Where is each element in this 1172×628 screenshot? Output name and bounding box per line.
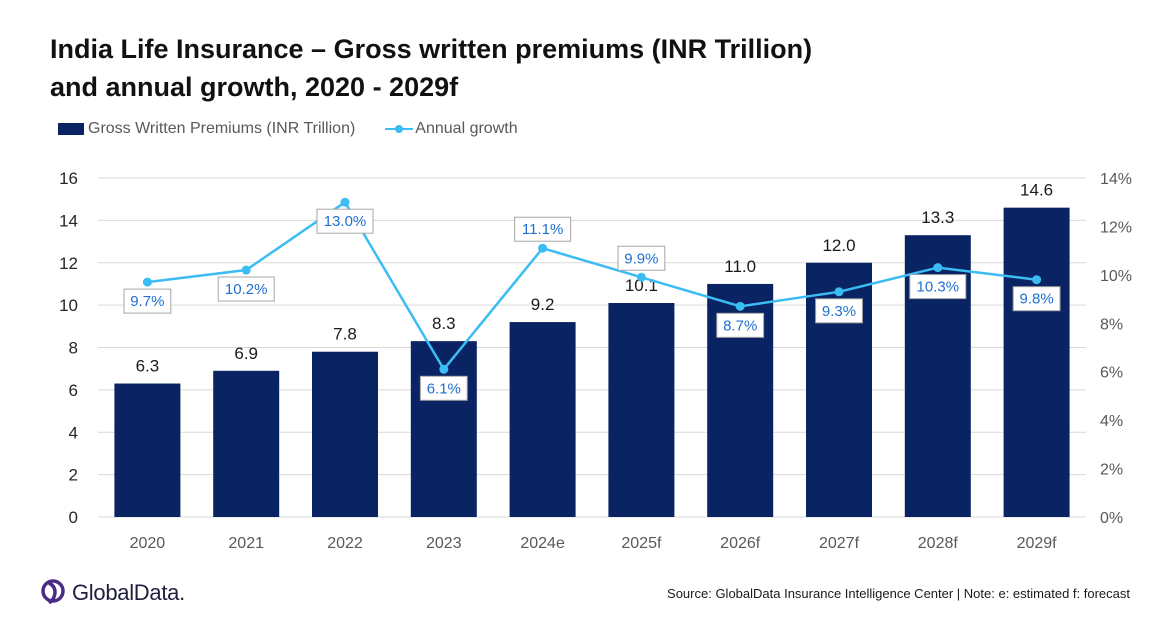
y-axis-tick-label: 2 — [69, 466, 78, 485]
bar-data-label: 11.0 — [724, 257, 756, 276]
growth-point — [340, 197, 350, 207]
x-axis-tick-label: 2021 — [228, 535, 264, 552]
growth-data-label: 11.1% — [522, 221, 563, 238]
bar — [1003, 207, 1070, 517]
growth-point — [933, 263, 943, 273]
growth-label-box — [716, 312, 765, 338]
y2-axis-tick-label: 14% — [1100, 171, 1132, 188]
bar — [509, 322, 576, 517]
growth-line — [147, 200, 1037, 372]
growth-label-box — [316, 208, 374, 234]
growth-data-label: 13.0% — [324, 213, 367, 230]
y-axis-tick-label: 6 — [69, 381, 78, 400]
growth-label-box — [123, 288, 172, 314]
legend-swatch-bar — [58, 123, 84, 135]
y-axis-tick-label: 4 — [69, 423, 78, 442]
growth-point — [241, 265, 251, 275]
source-note: Source: GlobalData Insurance Intelligenc… — [667, 586, 1130, 601]
x-axis-tick-label: 2028f — [918, 535, 959, 552]
growth-label-box — [617, 245, 666, 271]
growth-data-label: 9.8% — [1019, 291, 1053, 308]
growth-label-box — [1012, 286, 1061, 312]
growth-point — [735, 301, 745, 311]
x-axis-tick-label: 2020 — [130, 535, 166, 552]
growth-data-label: 6.1% — [427, 380, 461, 397]
bar-data-label: 14.6 — [1020, 181, 1053, 200]
x-axis-tick-label: 2027f — [819, 535, 860, 552]
bar — [213, 370, 280, 517]
growth-point — [142, 277, 152, 287]
growth-label-box — [815, 298, 863, 324]
chart-title-line-1: India Life Insurance – Gross written pre… — [50, 34, 813, 64]
x-axis-tick-label: 2023 — [426, 535, 462, 552]
growth-data-label: 10.2% — [225, 281, 268, 298]
chart-title: India Life Insurance – Gross written pre… — [50, 30, 1050, 106]
bar-data-label: 8.3 — [432, 314, 456, 333]
growth-point — [1032, 275, 1042, 285]
y-axis-tick-label: 10 — [59, 296, 78, 315]
legend-item-growth: Annual growth — [385, 120, 518, 138]
bar-data-label: 13.3 — [921, 208, 954, 227]
y-axis-tick-label: 14 — [59, 211, 78, 230]
y2-axis-tick-label: 4% — [1100, 413, 1123, 430]
y2-axis-tick-label: 0% — [1100, 510, 1123, 527]
growth-label-box — [909, 274, 967, 300]
growth-data-label: 10.3% — [917, 279, 960, 296]
y2-axis-tick-label: 10% — [1100, 268, 1132, 285]
growth-point — [439, 364, 449, 374]
y-axis-tick-label: 0 — [69, 508, 78, 527]
growth-data-label: 9.7% — [130, 293, 164, 310]
bar-data-label: 6.3 — [136, 357, 160, 376]
bar-data-label: 7.8 — [333, 325, 357, 344]
legend-label-premiums: Gross Written Premiums (INR Trillion) — [88, 120, 356, 137]
y2-axis-tick-label: 2% — [1100, 462, 1123, 479]
legend-item-premiums: Gross Written Premiums (INR Trillion) — [58, 120, 355, 138]
x-axis-tick-label: 2022 — [327, 535, 363, 552]
y-axis-tick-label: 8 — [69, 339, 78, 358]
x-axis-tick-label: 2025f — [621, 535, 662, 552]
chart-title-line-2: and annual growth, 2020 - 2029f — [50, 72, 459, 102]
growth-data-label: 9.3% — [822, 303, 856, 320]
x-axis-tick-label: 2024e — [520, 535, 565, 552]
growth-point — [538, 243, 548, 253]
growth-data-label: 8.7% — [723, 317, 757, 334]
y-axis-tick-label: 16 — [59, 169, 78, 188]
globaldata-logo-icon — [41, 579, 65, 605]
bar — [608, 303, 675, 517]
bar-data-label: 6.9 — [234, 344, 258, 363]
y-axis-tick-label: 12 — [59, 254, 78, 273]
bar-data-label: 12.0 — [822, 236, 855, 255]
x-axis-tick-label: 2029f — [1017, 535, 1058, 552]
legend-swatch-line — [385, 123, 414, 135]
bar-data-label: 9.2 — [531, 295, 555, 314]
growth-label-box — [514, 216, 572, 242]
chart-legend: Gross Written Premiums (INR Trillion) An… — [58, 120, 548, 138]
y2-axis-tick-label: 6% — [1100, 365, 1123, 382]
y2-axis-tick-label: 8% — [1100, 316, 1123, 333]
growth-label-box — [217, 276, 275, 302]
globaldata-logo: GlobalData. — [40, 578, 185, 608]
growth-point — [636, 272, 646, 282]
growth-data-label: 9.9% — [624, 250, 658, 267]
legend-label-growth: Annual growth — [415, 120, 518, 137]
y2-axis-tick-label: 12% — [1100, 219, 1132, 236]
growth-label-box — [419, 375, 468, 401]
x-axis-tick-label: 2026f — [720, 535, 761, 552]
growth-point — [834, 287, 844, 297]
bar — [114, 383, 181, 517]
bar — [312, 351, 378, 517]
logo-text: GlobalData. — [72, 580, 185, 605]
